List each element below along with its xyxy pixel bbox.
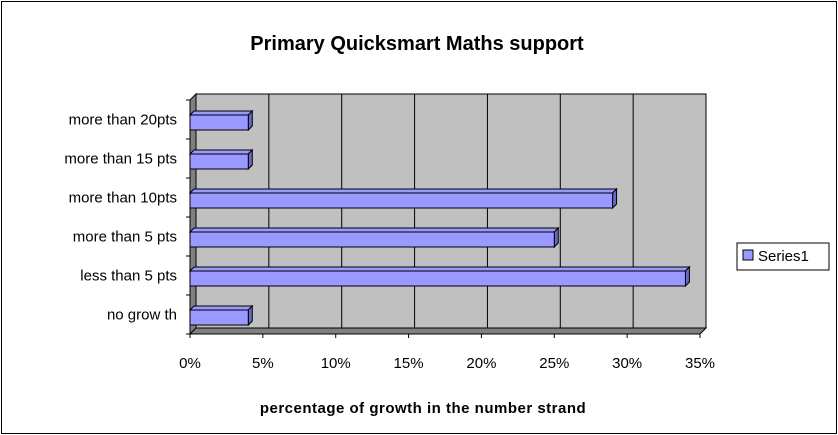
bar <box>188 304 254 327</box>
category-label: less than 5 pts <box>80 268 177 285</box>
plot-floor <box>188 327 708 335</box>
category-label: more than 5 pts <box>73 229 177 246</box>
bar-side <box>247 304 253 327</box>
legend-swatch <box>742 249 754 261</box>
bar-side <box>247 109 253 132</box>
bar <box>188 226 560 249</box>
bar-side <box>553 226 559 249</box>
bar-front <box>189 192 614 209</box>
bar-side <box>612 187 618 210</box>
x-tick-label: 25% <box>539 355 569 372</box>
chart-title: Primary Quicksmart Maths support <box>250 33 584 55</box>
bar-top <box>188 149 254 155</box>
bar <box>188 265 691 288</box>
bar-front <box>189 270 686 287</box>
x-axis-title: percentage of growth in the number stran… <box>260 400 586 417</box>
bar-side <box>247 148 253 171</box>
x-tick-label: 35% <box>685 355 715 372</box>
legend: Series1 <box>736 242 830 271</box>
x-tick-label: 15% <box>394 355 424 372</box>
bar-side <box>684 265 690 288</box>
bar-top <box>188 227 560 233</box>
bar-top <box>188 305 254 311</box>
bar-front <box>189 309 249 326</box>
x-tick-label: 30% <box>612 355 642 372</box>
bar-front <box>189 153 249 170</box>
x-tick-label: 10% <box>321 355 351 372</box>
bar-top <box>188 266 691 272</box>
category-label: more than 20pts <box>69 112 177 129</box>
bar-top <box>188 188 618 194</box>
bar-front <box>189 114 249 131</box>
legend-label: Series1 <box>758 248 809 265</box>
plot-area <box>186 92 708 338</box>
bars <box>188 109 691 327</box>
bar <box>188 148 254 171</box>
category-label: more than 10pts <box>69 190 177 207</box>
bar <box>188 109 254 132</box>
x-tick-labels: 0% 5% 10% 15% 20% 25% 30% 35% <box>179 355 715 372</box>
x-tick-label: 20% <box>466 355 496 372</box>
bar-front <box>189 231 555 248</box>
plot-background <box>195 93 707 329</box>
category-label: no grow th <box>107 307 177 324</box>
x-tick-label: 0% <box>179 355 201 372</box>
bar <box>188 187 618 210</box>
category-labels: more than 20pts more than 15 pts more than… <box>64 112 177 324</box>
bar-top <box>188 110 254 116</box>
x-tick-label: 5% <box>252 355 274 372</box>
category-label: more than 15 pts <box>64 151 177 168</box>
